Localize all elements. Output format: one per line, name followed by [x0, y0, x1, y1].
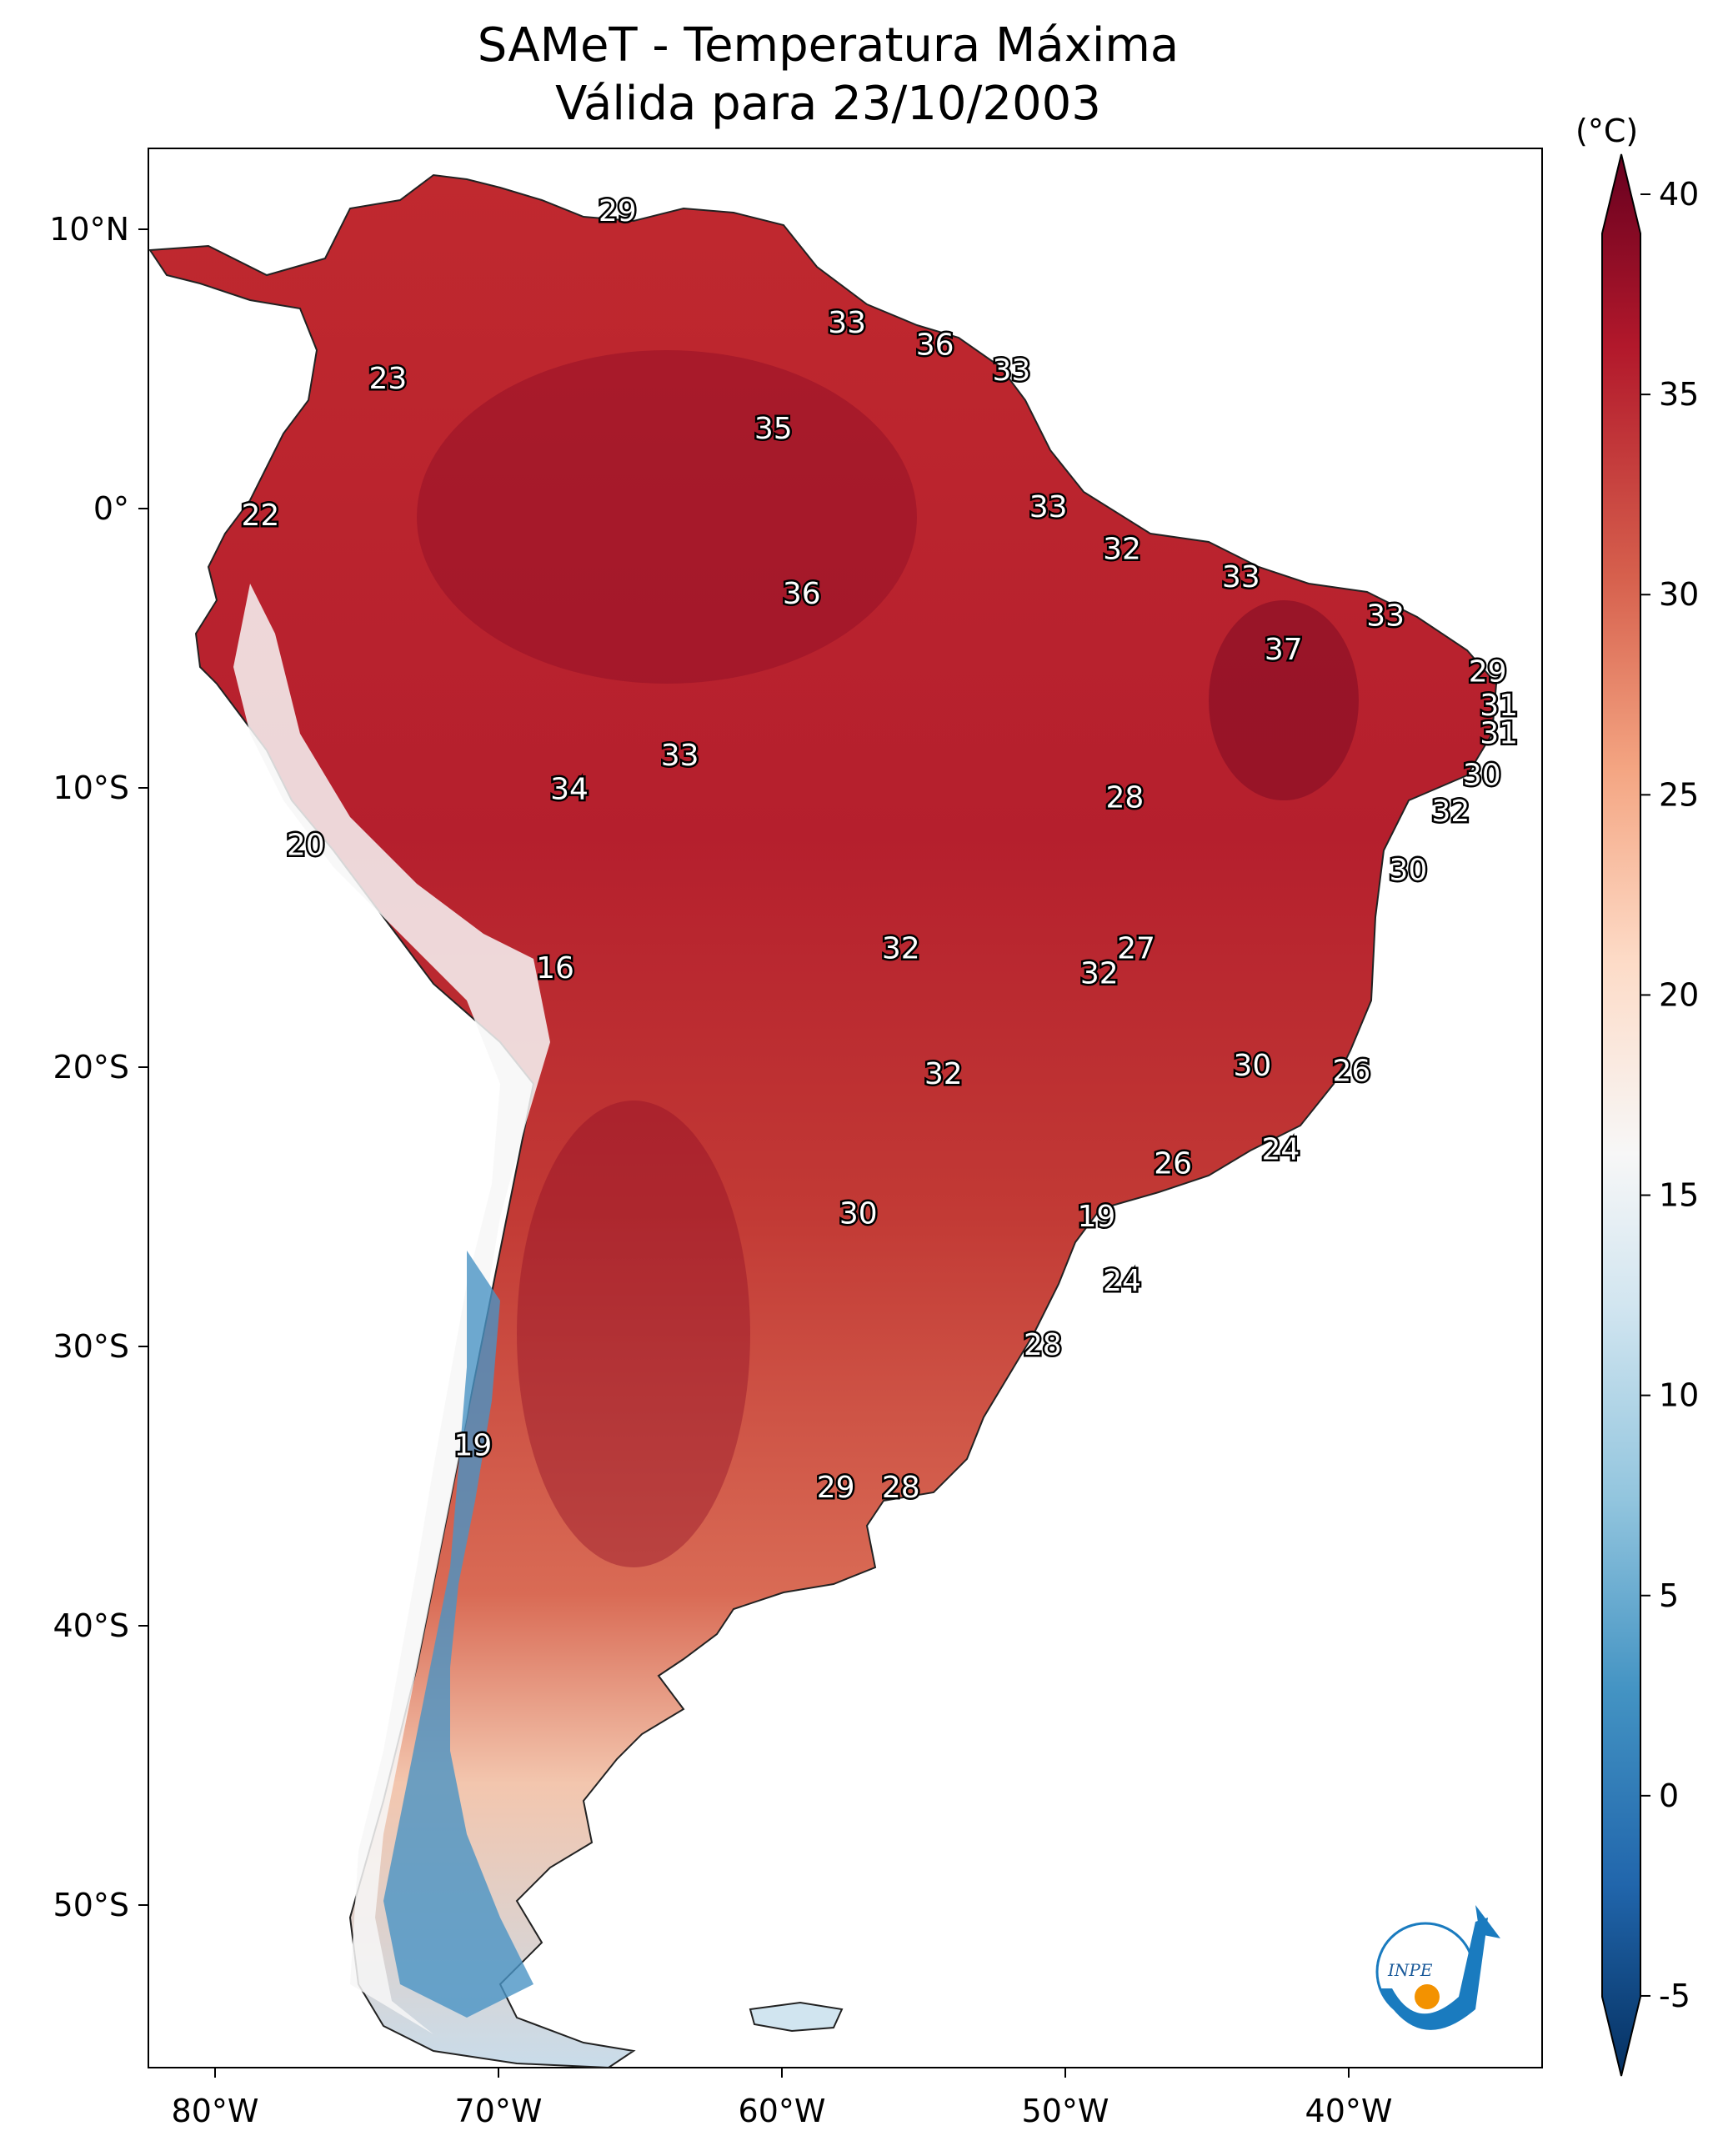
inpe-logo: INPE	[1375, 1905, 1500, 2030]
lat-tick-label: 20°S	[53, 1049, 129, 1086]
temperature-value-label: 22	[241, 499, 279, 533]
map-title: SAMeT - Temperatura Máxima	[477, 18, 1180, 73]
chaco-hot-core	[517, 1101, 750, 1567]
temperature-value-label: 24	[1261, 1133, 1300, 1167]
temperature-value-label: 26	[1154, 1146, 1192, 1181]
colorbar-tick-label: -5	[1659, 1978, 1690, 2014]
temperature-value-label: 29	[599, 194, 637, 228]
colorbar-unit: (°C)	[1575, 113, 1638, 149]
lon-tick-label: 50°W	[1022, 2093, 1109, 2129]
temperature-value-label: 29	[817, 1471, 855, 1505]
temperature-value-label: 33	[828, 306, 866, 340]
temperature-value-label: 30	[1463, 759, 1501, 793]
temperature-value-label: 36	[783, 577, 821, 611]
temperature-value-label: 28	[1024, 1328, 1062, 1362]
temperature-value-label: 32	[1431, 795, 1470, 829]
temperature-value-label: 26	[1332, 1055, 1370, 1089]
temperature-value-label: 30	[1233, 1049, 1271, 1083]
colorbar-tick-label: 25	[1659, 776, 1699, 813]
logo-text: INPE	[1387, 1960, 1433, 1980]
temperature-value-label: 35	[754, 412, 793, 446]
temperature-value-label: 33	[992, 353, 1030, 388]
temperature-field	[148, 173, 1498, 2068]
colorbar-tick-label: 10	[1659, 1377, 1699, 1414]
colorbar: 40 35 30 25 20 15 10 5 0 -5 (°C)	[1575, 113, 1699, 2077]
temperature-value-label: 33	[1366, 599, 1405, 634]
temperature-value-label: 20	[287, 828, 325, 862]
lon-tick-label: 80°W	[172, 2093, 259, 2129]
temperature-value-label: 24	[1103, 1264, 1141, 1298]
lat-tick-label: 30°S	[53, 1328, 129, 1365]
colorbar-tick-label: 5	[1659, 1577, 1679, 1614]
temperature-value-label: 19	[453, 1429, 492, 1463]
temperature-value-label: 30	[839, 1197, 878, 1231]
southern-cold-region	[383, 1251, 533, 2018]
temperature-value-label: 32	[882, 931, 920, 965]
temperature-value-label: 37	[1265, 633, 1303, 667]
logo-arrow	[1475, 1905, 1500, 1938]
temperature-value-label: 31	[1480, 716, 1518, 750]
temperature-value-label: 32	[1080, 956, 1119, 990]
colorbar-tick-label: 20	[1659, 976, 1699, 1013]
lat-tick-label: 50°S	[53, 1887, 129, 1923]
colorbar-tick-label: 0	[1659, 1777, 1679, 1814]
northeast-hot-core	[1209, 600, 1359, 800]
temperature-value-label: 19	[1077, 1200, 1115, 1234]
colorbar-body	[1601, 153, 1641, 2077]
logo-dot	[1415, 1984, 1440, 2009]
andes-cool-band	[233, 584, 550, 2034]
lat-tick-label: 10°S	[53, 770, 129, 806]
temperature-value-label: 36	[916, 328, 954, 363]
colorbar-ticks: 40 35 30 25 20 15 10 5 0 -5	[1640, 176, 1699, 2014]
temperature-value-label: 33	[1029, 490, 1068, 524]
temperature-value-label: 33	[1222, 560, 1260, 594]
colorbar-tick-label: 35	[1659, 376, 1699, 413]
temperature-value-label: 34	[550, 772, 589, 806]
temperature-value-label: 16	[536, 951, 574, 985]
temperature-value-label: 28	[882, 1471, 920, 1505]
temperature-value-label: 32	[1103, 532, 1141, 566]
temperature-value-label: 29	[1469, 655, 1507, 689]
temperature-value-label: 28	[1105, 780, 1144, 815]
longitude-ticks: 80°W 70°W 60°W 50°W 40°W	[172, 2068, 1393, 2129]
logo-swoosh	[1380, 1918, 1488, 2030]
amazon-hot-core	[417, 350, 917, 684]
map-subtitle: Válida para 23/10/2003	[555, 77, 1101, 131]
temperature-value-label: 32	[924, 1057, 963, 1091]
temperature-value-label: 23	[368, 362, 407, 396]
temperature-value-label: 31	[1480, 689, 1518, 723]
colorbar-tick-label: 40	[1659, 176, 1699, 213]
lat-tick-label: 40°S	[53, 1607, 129, 1644]
lon-tick-label: 70°W	[455, 2093, 543, 2129]
temperature-value-label: 33	[661, 739, 699, 773]
temperature-value-label: 30	[1389, 854, 1427, 888]
colorbar-tick-label: 15	[1659, 1177, 1699, 1214]
latitude-ticks: 10°N 0° 10°S 20°S 30°S 40°S 50°S	[49, 211, 148, 1923]
lat-tick-label: 10°N	[49, 211, 129, 248]
lat-tick-label: 0°	[93, 490, 129, 527]
falkland-islands	[749, 2001, 844, 2033]
lon-tick-label: 40°W	[1305, 2093, 1393, 2129]
lon-tick-label: 60°W	[739, 2093, 826, 2129]
colorbar-tick-label: 30	[1659, 576, 1699, 613]
temperature-value-label: 27	[1117, 931, 1155, 965]
